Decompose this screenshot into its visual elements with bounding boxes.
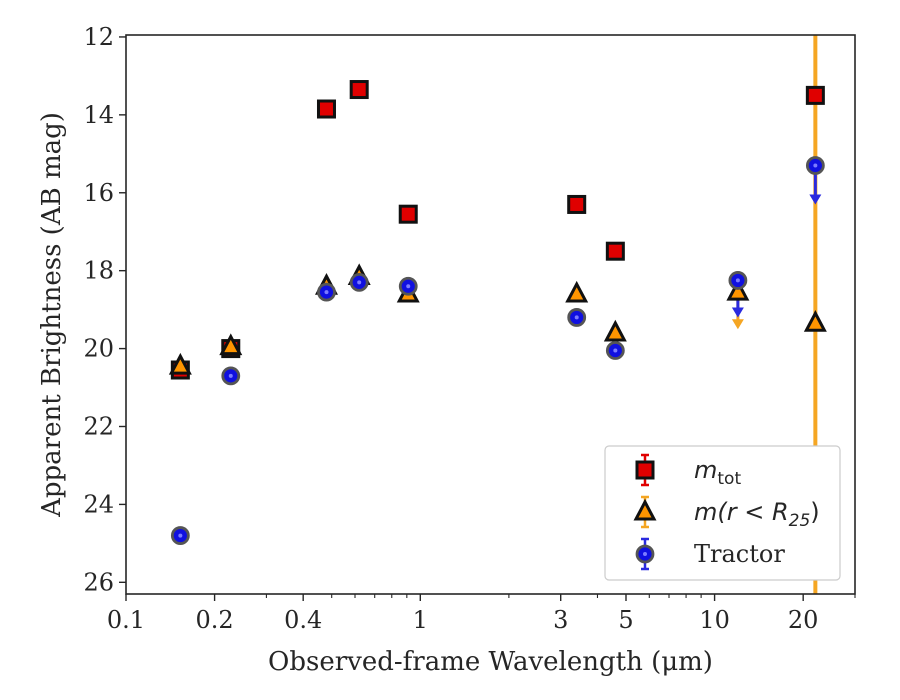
circle-point-dot (228, 373, 233, 378)
x-tick-label: 3 (553, 606, 568, 634)
legend-label-sub: tot (717, 469, 741, 489)
upper-limit-arrow-head (809, 194, 822, 205)
triangle-point (168, 352, 192, 375)
square-point-shape (605, 241, 625, 261)
circle-point-dot (324, 290, 329, 295)
circle-point (567, 308, 587, 327)
upper-limit-arrow-head (731, 307, 744, 318)
square-point-shape (349, 80, 369, 100)
circle-point-dot (178, 533, 183, 538)
legend-label-base: m (694, 456, 717, 484)
square-point (567, 194, 587, 214)
data-layer (168, 80, 827, 545)
legend-marker-circle (635, 544, 655, 564)
square-point-shape (316, 99, 336, 119)
legend-label-suffix: ) (810, 498, 819, 526)
x-tick-label: 10 (699, 606, 730, 634)
y-tick-label: 20 (83, 335, 114, 363)
y-tick-label: 14 (83, 101, 114, 129)
circle-point (728, 271, 748, 290)
circle-point (221, 366, 241, 386)
legend-marker-square (635, 460, 655, 480)
circle-point (170, 526, 190, 545)
upper-limit-arrow-head (731, 319, 744, 330)
legend-label: Tractor (694, 540, 785, 568)
x-tick-label: 5 (618, 606, 633, 634)
circle-point-dot (813, 163, 818, 168)
circle-point (349, 272, 369, 292)
circle-point-dot (613, 348, 618, 353)
triangle-point (726, 278, 750, 301)
legend: mtot m(r < R25) Tractor (604, 445, 841, 581)
circle-point-dot (357, 280, 362, 285)
circle-point (317, 282, 336, 302)
legend-marker-square-shape (635, 460, 655, 480)
circle-point-dot (406, 284, 411, 289)
triangle-point (803, 310, 827, 332)
triangle-point (603, 319, 627, 342)
x-tick-label: 1 (413, 606, 428, 634)
circle-point-dot (735, 278, 740, 283)
tick-labels: 0.1 0.2 0.4 1 3 5 10 20 12 14 16 18 20 22 24 26 (83, 23, 818, 634)
legend-box (604, 445, 841, 581)
square-point (349, 80, 369, 100)
circle-point (805, 156, 825, 175)
y-tick-label: 16 (83, 179, 114, 207)
square-point (605, 241, 625, 261)
triangle-point (219, 333, 243, 356)
square-point (316, 99, 336, 119)
plot-frame (125, 34, 856, 595)
circle-point (605, 341, 625, 360)
square-point-shape (805, 85, 825, 105)
x-tick-label: 0.4 (284, 606, 322, 634)
square-point (805, 85, 825, 105)
y-axis-title: Apparent Brightness (AB mag) (37, 112, 67, 518)
y-tick-label: 26 (83, 568, 114, 596)
square-point (398, 204, 418, 224)
y-tick-label: 12 (83, 23, 114, 51)
square-point-shape (398, 204, 418, 224)
x-tick-label: 20 (788, 606, 819, 634)
circle-point-dot (574, 315, 579, 320)
x-tick-label: 0.2 (196, 606, 234, 634)
x-tick-label: 0.1 (107, 606, 145, 634)
y-tick-label: 24 (83, 490, 114, 518)
legend-label: mtot (694, 456, 741, 489)
legend-label-sub: 25 (789, 511, 811, 531)
square-point-shape (567, 194, 587, 214)
legend-marker-circle-dot (643, 552, 647, 556)
circle-point (398, 276, 418, 296)
legend-label: m(r < R25) (694, 498, 820, 531)
x-axis-title: Observed-frame Wavelength (μm) (268, 647, 713, 677)
y-tick-label: 22 (83, 412, 114, 440)
y-tick-label: 18 (83, 257, 114, 285)
triangle-point (565, 280, 589, 303)
legend-marker-triangle (633, 498, 657, 521)
legend-label-prefix: m(r < R (694, 498, 789, 526)
